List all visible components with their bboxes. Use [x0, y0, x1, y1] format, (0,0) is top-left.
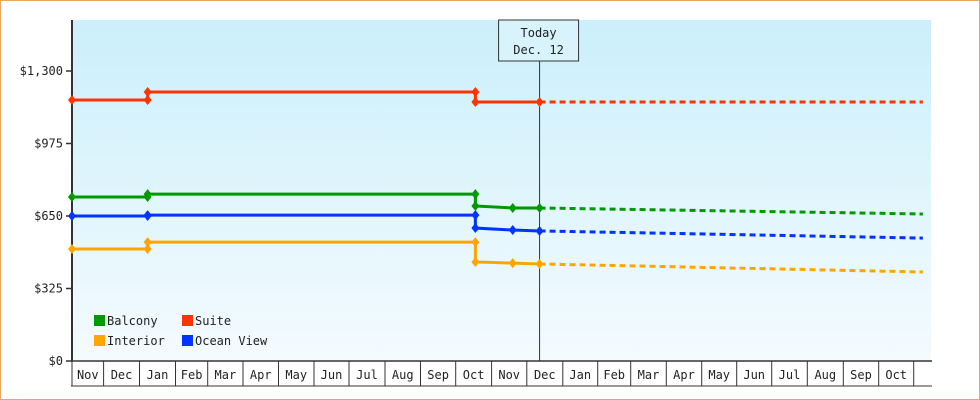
data-point-marker	[508, 258, 517, 269]
data-point-marker	[471, 210, 480, 221]
series-suite	[68, 86, 923, 108]
data-point-marker	[68, 211, 76, 221]
series-interior	[68, 237, 923, 274]
today-date: Dec. 12	[513, 43, 564, 57]
x-tick-label: Dec	[111, 368, 133, 382]
x-tick-label: Jun	[321, 368, 343, 382]
data-point-marker	[143, 86, 152, 97]
legend-label: Ocean View	[195, 334, 268, 348]
x-tick-label: Apr	[673, 368, 695, 382]
data-point-marker	[471, 86, 480, 97]
x-tick-label: May	[708, 368, 730, 382]
data-point-marker	[68, 95, 76, 105]
today-label: Today	[521, 26, 557, 40]
forecast-line	[539, 262, 923, 274]
x-tick-label: Sep	[850, 368, 872, 382]
data-point-marker	[68, 192, 76, 203]
data-point-marker	[471, 189, 480, 200]
x-tick-label: Feb	[181, 368, 203, 382]
legend: Balcony Suite Interior Ocean View	[94, 314, 268, 348]
x-tick-label: Aug	[814, 368, 836, 382]
legend-swatch	[182, 335, 193, 346]
data-point-marker	[535, 202, 544, 213]
x-tick-label: Apr	[250, 368, 272, 382]
x-tick-label: Jan	[147, 368, 169, 382]
y-tick-label: $650	[34, 209, 63, 223]
legend-label: Interior	[107, 334, 165, 348]
data-point-marker	[508, 202, 517, 213]
today-box	[498, 19, 580, 62]
x-tick-label: Jul	[356, 368, 378, 382]
x-tick-label: Aug	[392, 368, 414, 382]
x-tick-label: May	[285, 368, 307, 382]
x-tick-label: Oct	[885, 368, 907, 382]
x-tick-label: Jan	[569, 368, 591, 382]
legend-swatch	[182, 315, 193, 326]
y-tick-label: $1,300	[20, 64, 63, 78]
y-axis: $0 $325 $650 $975 $1,300	[20, 20, 73, 368]
forecast-line	[539, 206, 923, 216]
plot-background	[71, 20, 931, 360]
data-point-marker	[535, 97, 544, 108]
data-point-marker	[68, 244, 76, 255]
y-tick-label: $975	[34, 137, 63, 151]
data-point-marker	[143, 189, 152, 200]
data-point-marker	[471, 256, 480, 267]
x-tick-label: Feb	[603, 368, 625, 382]
x-tick-label: Jul	[779, 368, 801, 382]
x-tick-label: Dec	[534, 368, 556, 382]
data-point-marker	[535, 225, 544, 236]
series-group	[68, 86, 923, 274]
x-tick-label: Nov	[77, 368, 99, 382]
data-point-marker	[535, 258, 544, 269]
x-tick-label: Sep	[427, 368, 449, 382]
y-tick-label: $0	[49, 354, 63, 368]
x-tick-label: Mar	[215, 368, 237, 382]
forecast-line	[539, 229, 923, 240]
data-point-marker	[143, 237, 152, 248]
x-axis: Nov Dec Jan Feb Mar Apr May Jun Jul Aug Sep Oct Nov D…	[71, 360, 932, 387]
y-tick-label: $325	[34, 282, 63, 296]
x-tick-label: Oct	[463, 368, 485, 382]
x-tick-label: Mar	[638, 368, 660, 382]
legend-swatch	[94, 335, 105, 346]
data-point-marker	[471, 237, 480, 248]
data-point-marker	[471, 223, 480, 234]
x-tick-label: Nov	[498, 368, 520, 382]
history-line	[72, 90, 540, 104]
legend-label: Suite	[195, 314, 231, 328]
data-point-marker	[471, 200, 480, 211]
data-point-marker	[143, 244, 152, 255]
data-point-marker	[471, 97, 480, 108]
series-ocean-view	[68, 210, 923, 240]
legend-swatch	[94, 315, 105, 326]
series-balcony	[68, 189, 923, 216]
data-point-marker	[508, 225, 517, 236]
data-point-marker	[143, 210, 152, 221]
legend-label: Balcony	[107, 314, 158, 328]
x-tick-label: Jun	[743, 368, 765, 382]
data-point-marker	[143, 95, 152, 105]
